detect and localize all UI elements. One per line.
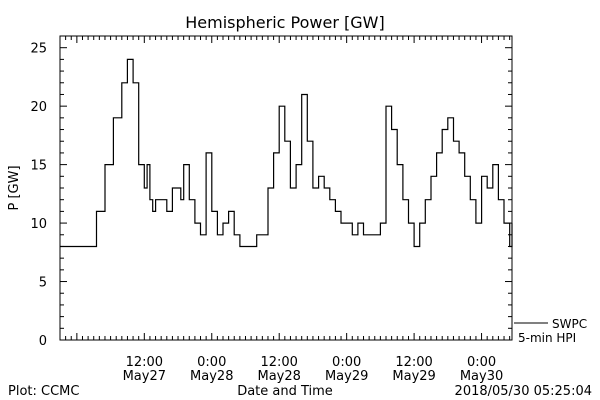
y-tick-label: 0 (39, 334, 47, 349)
chart-title: Hemispheric Power [GW] (185, 13, 384, 32)
x-tick-label: 12:00 (260, 355, 297, 370)
x-tick-label: 12:00 (126, 355, 163, 370)
plot-timestamp: 2018/05/30 05:25:04 (455, 384, 592, 399)
y-tick-label: 25 (30, 42, 47, 57)
x-tick-label: 0:00 (467, 355, 496, 370)
y-axis-label: P [GW] (7, 165, 22, 210)
x-tick-label: 0:00 (197, 355, 226, 370)
x-tick-sublabel: May29 (392, 369, 435, 384)
x-tick-sublabel: May28 (190, 369, 233, 384)
series-line (60, 58, 513, 248)
legend-product: 5-min HPI (518, 331, 576, 345)
x-tick-sublabel: May27 (123, 369, 166, 384)
x-tick-label: 0:00 (332, 355, 361, 370)
y-tick-label: 10 (30, 217, 47, 232)
legend-source: SWPC (552, 317, 587, 331)
series-layer (60, 58, 513, 248)
x-tick-sublabel: May28 (257, 369, 300, 384)
x-axis: 12:00May270:00May2812:00May280:00May2912… (59, 36, 511, 384)
x-tick-sublabel: May29 (325, 369, 368, 384)
x-tick-label: 12:00 (395, 355, 432, 370)
y-axis: 0 5 10 15 20 25 (30, 35, 512, 349)
y-tick-label: 5 (39, 276, 47, 291)
x-tick-sublabel: May30 (460, 369, 503, 384)
x-axis-label: Date and Time (237, 384, 333, 399)
y-tick-label: 20 (30, 100, 47, 115)
plot-credit: Plot: CCMC (8, 384, 79, 399)
y-tick-label: 15 (30, 159, 47, 174)
